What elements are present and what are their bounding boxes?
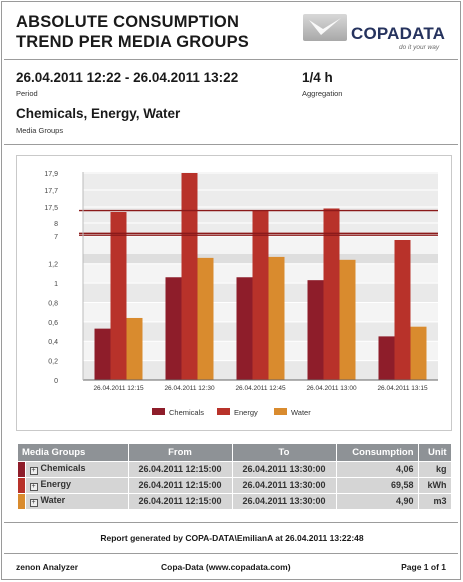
- chart-bar: [378, 336, 395, 380]
- media-groups-label: Media Groups: [16, 126, 64, 135]
- chart-bar: [94, 328, 111, 380]
- x-tick-label: 26.04.2011 12:30: [164, 385, 215, 392]
- row-from: 26.04.2011 12:15:00: [128, 476, 233, 493]
- logo-tagline: do it your way: [399, 44, 440, 51]
- footer-company: Copa-Data (www.copadata.com): [161, 562, 291, 572]
- row-color-swatch: [18, 460, 26, 477]
- legend-label: Energy: [234, 408, 258, 417]
- chart-bar: [394, 240, 411, 380]
- chart-bar: [410, 326, 427, 380]
- x-tick-label: 26.04.2011 12:15: [93, 385, 144, 392]
- y-tick-label: 8: [54, 221, 58, 228]
- row-color-swatch: [18, 476, 26, 493]
- aggregation-value: 1/4 h: [302, 70, 333, 85]
- y-tick-label: 0,8: [48, 300, 58, 307]
- table-row: + Energy 26.04.2011 12:15:00 26.04.2011 1…: [18, 476, 452, 493]
- period-label: Period: [16, 89, 38, 98]
- row-from: 26.04.2011 12:15:00: [128, 460, 233, 477]
- chart-bar: [181, 173, 198, 380]
- y-tick-label: 0,2: [48, 359, 58, 366]
- col-header-to: To: [232, 444, 337, 461]
- logo-text: COPADATA: [351, 24, 446, 43]
- col-header-unit: Unit: [418, 444, 452, 461]
- y-tick-label: 1: [54, 281, 58, 288]
- y-tick-label: 17,5: [44, 205, 58, 212]
- legend-swatch: [274, 408, 287, 415]
- y-tick-label: 17,7: [44, 188, 58, 195]
- y-tick-label: 1,2: [48, 262, 58, 269]
- col-header-media-groups: Media Groups: [18, 444, 129, 461]
- row-media-group-name: Chemicals: [40, 463, 86, 473]
- consumption-table: Media Groups From To Consumption Unit + C…: [18, 444, 452, 509]
- chart-bar: [268, 256, 285, 380]
- report-title-line2: TREND PER MEDIA GROUPS: [16, 33, 249, 51]
- row-to: 26.04.2011 13:30:00: [232, 492, 337, 509]
- row-media-group-name: Energy: [40, 479, 72, 489]
- row-media-group[interactable]: + Water: [25, 492, 129, 509]
- period-value: 26.04.2011 12:22 - 26.04.2011 13:22: [16, 70, 239, 85]
- y-tick-label: 0,6: [48, 320, 58, 327]
- expand-icon[interactable]: +: [29, 467, 38, 475]
- legend-swatch: [217, 408, 230, 415]
- logo-mark-icon: [303, 14, 347, 41]
- row-consumption: 4,90: [336, 492, 419, 509]
- row-to: 26.04.2011 13:30:00: [232, 460, 337, 477]
- chart-bar: [165, 277, 182, 380]
- legend-swatch: [152, 408, 165, 415]
- media-groups-value: Chemicals, Energy, Water: [16, 106, 181, 121]
- chart-bar: [252, 211, 269, 380]
- report-title-line1: ABSOLUTE CONSUMPTION: [16, 13, 240, 31]
- chart-bar: [236, 277, 253, 380]
- aggregation-label: Aggregation: [302, 89, 343, 98]
- x-tick-label: 26.04.2011 13:15: [377, 385, 428, 392]
- consumption-chart: 0 0,2 0,4 0,6 0,8 1 1,2 7 8 17,5 17,7 17,9 26.04.201…: [16, 155, 452, 431]
- report-generated-text: Report generated by COPA-DATA\EmilianA a…: [100, 533, 364, 543]
- row-media-group[interactable]: + Energy: [25, 476, 129, 493]
- table-row: + Water 26.04.2011 12:15:00 26.04.2011 13…: [18, 492, 452, 509]
- expand-icon[interactable]: +: [29, 499, 38, 508]
- row-media-group-name: Water: [40, 495, 66, 506]
- row-unit: m3: [418, 492, 452, 509]
- report-title: ABSOLUTE CONSUMPTION TREND PER MEDIA GRO…: [16, 12, 286, 52]
- row-consumption: 69,58: [336, 476, 419, 493]
- chart-bar: [110, 212, 127, 380]
- y-tick-label: 0,4: [48, 339, 58, 346]
- chart-bar: [323, 208, 340, 380]
- y-tick-label: 0: [54, 378, 58, 385]
- chart-bar: [197, 257, 214, 380]
- header-divider: [4, 59, 458, 60]
- x-tick-label: 26.04.2011 12:45: [235, 385, 286, 392]
- footer-product: zenon Analyzer: [16, 562, 79, 572]
- y-tick-label: 17,9: [44, 171, 58, 178]
- row-consumption: 4,06: [336, 460, 419, 477]
- legend-label: Water: [291, 408, 311, 417]
- table-header-row: Media Groups From To Consumption Unit: [18, 444, 452, 461]
- chart-bar: [339, 259, 356, 380]
- col-header-from: From: [128, 444, 233, 461]
- row-unit: kWh: [418, 476, 452, 493]
- footer-divider: [4, 553, 458, 554]
- col-header-consumption: Consumption: [336, 444, 419, 461]
- footer-page-number: Page 1 of 1: [401, 562, 446, 572]
- row-media-group[interactable]: + Chemicals: [25, 460, 129, 477]
- chart-bar: [307, 280, 324, 380]
- copadata-logo: COPADATA do it your way: [303, 14, 455, 52]
- row-to: 26.04.2011 13:30:00: [232, 476, 337, 493]
- legend-label: Chemicals: [169, 408, 204, 417]
- footer-divider-top: [4, 522, 458, 523]
- row-unit: kg: [418, 460, 452, 477]
- row-from: 26.04.2011 12:15:00: [128, 492, 233, 509]
- table-row: + Chemicals 26.04.2011 12:15:00 26.04.201…: [18, 460, 452, 477]
- info-divider: [4, 144, 458, 145]
- expand-icon[interactable]: +: [29, 483, 38, 491]
- x-tick-label: 26.04.2011 13:00: [306, 385, 357, 392]
- chart-bar: [126, 317, 143, 380]
- y-tick-label: 7: [54, 234, 58, 241]
- chart-svg: 0 0,2 0,4 0,6 0,8 1 1,2 7 8 17,5 17,7 17,9 26.04.201…: [44, 171, 438, 417]
- row-color-swatch: [18, 492, 26, 509]
